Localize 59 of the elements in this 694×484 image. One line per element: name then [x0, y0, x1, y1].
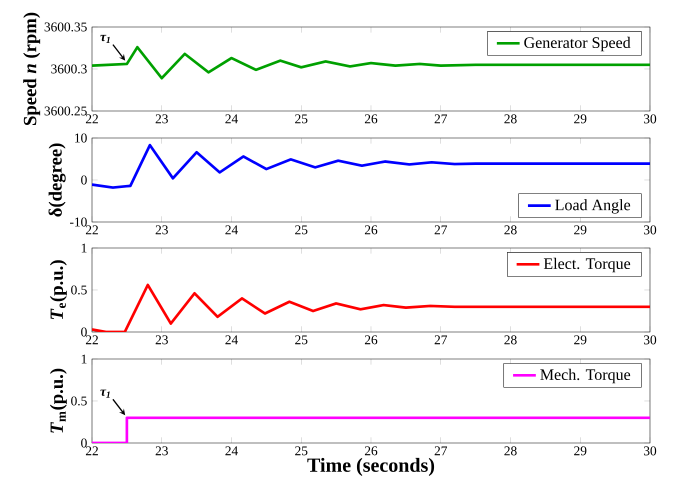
y-tick-label: 0: [81, 327, 87, 336]
y-tick-label: 0: [81, 175, 87, 184]
y-tick-label: 0: [81, 438, 87, 448]
y-axis-title: T$_{m}$(p.u.): [50, 368, 67, 433]
x-tick-label: 25: [295, 446, 308, 456]
legend-label: Mech. Torque: [540, 368, 630, 384]
x-tick-label: 29: [574, 446, 586, 456]
x-tick-label: 24: [225, 114, 238, 124]
x-tick-label: 26: [364, 446, 378, 456]
y-tick-label: -10: [70, 217, 87, 226]
x-tick-label: 29: [574, 114, 586, 124]
x-tick-label: 22: [86, 114, 98, 124]
x-tick-label: 23: [156, 335, 168, 344]
x-tick-label: 26: [364, 335, 378, 344]
x-tick-label: 22: [86, 446, 98, 456]
x-tick-label: 30: [644, 335, 656, 344]
x-tick-label: 27: [434, 225, 448, 234]
x-tick-label: 30: [644, 446, 656, 456]
x-tick-label: 28: [504, 114, 517, 124]
x-tick-label: 25: [295, 335, 308, 344]
y-tick-label: 1: [82, 244, 87, 252]
y-axis-title: T$_{e}$(p.u.): [50, 260, 67, 320]
legend-label: Load Angle: [555, 199, 630, 214]
x-tick-label: 23: [156, 225, 168, 234]
x-tick-label: 28: [504, 335, 517, 344]
x-tick-label: 24: [225, 225, 238, 234]
y-tick-label: 1: [82, 354, 87, 364]
x-tick-label: 27: [434, 446, 448, 456]
y-tick-label: 3600.35: [44, 22, 87, 32]
y-tick-label: 3600.25: [44, 106, 87, 116]
y-tick-label: 3600.3: [51, 64, 87, 74]
x-tick-label: 23: [156, 114, 168, 124]
x-tick-label: 30: [644, 225, 656, 234]
y-tick-label: 10: [75, 133, 87, 142]
x-tick-label: 22: [86, 225, 98, 234]
legend-label: Elect. Torque: [544, 258, 630, 272]
annotation: τ$_{1}$: [100, 34, 110, 44]
x-tick-label: 22: [86, 335, 98, 344]
x-tick-label: 25: [295, 225, 308, 234]
x-tick-label: 30: [644, 114, 656, 124]
x-tick-label: 26: [364, 114, 378, 124]
x-tick-label: 27: [434, 335, 448, 344]
annotation: τ$_{1}$: [100, 390, 110, 398]
x-tick-label: 28: [504, 225, 517, 234]
x-axis-title: Time (seconds): [307, 458, 434, 476]
x-tick-label: 27: [434, 114, 448, 124]
y-tick-label: 0.5: [71, 396, 87, 406]
y-tick-label: 0.5: [71, 285, 87, 295]
legend-label: Generator Speed: [524, 36, 630, 52]
y-axis-title: Speed n (rpm): [23, 12, 40, 126]
x-tick-label: 28: [504, 446, 517, 456]
x-tick-label: 26: [364, 225, 378, 234]
x-tick-label: 29: [574, 225, 586, 234]
x-tick-label: 24: [225, 335, 238, 344]
x-tick-label: 23: [156, 446, 168, 456]
x-tick-label: 25: [295, 114, 308, 124]
x-tick-label: 29: [574, 335, 586, 344]
y-axis-title: δ(degree): [48, 143, 66, 217]
x-tick-label: 24: [225, 446, 238, 456]
